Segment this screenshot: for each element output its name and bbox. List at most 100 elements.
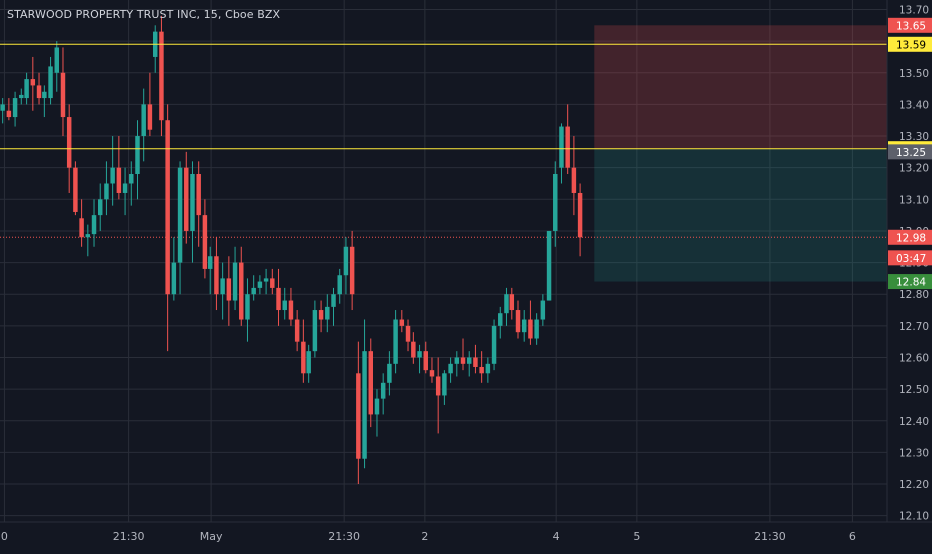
price-label-text: 12.98: [896, 232, 926, 244]
take-profit-zone: [594, 148, 887, 282]
candle-body: [577, 192, 583, 238]
candle-body: [473, 357, 478, 367]
candle: [318, 300, 324, 333]
candle-body: [362, 351, 367, 459]
candle: [36, 72, 42, 105]
candle-body: [73, 167, 78, 212]
candle-body: [66, 117, 72, 168]
candle-body: [42, 91, 47, 99]
candle-body: [368, 351, 374, 415]
candle: [60, 47, 66, 137]
price-label-bg: [888, 229, 932, 245]
position-zones: [0, 25, 887, 282]
price-tick-label: 12.50: [899, 384, 929, 396]
candle: [104, 161, 109, 216]
candle: [448, 357, 453, 383]
candle-body: [48, 66, 53, 99]
price-label: 13.59: [888, 36, 932, 52]
candle-body: [435, 376, 441, 396]
candle-body: [405, 325, 411, 342]
candle: [288, 287, 294, 326]
candle-body: [546, 230, 552, 301]
price-label: 03:47: [888, 250, 932, 266]
time-axis[interactable]: 0 21:30 May 21:30 2 4 5 21:30 6: [1, 530, 856, 543]
chart-title: STARWOOD PROPERTY TRUST INC, 15, Cboe BZ…: [7, 8, 281, 21]
candles: [0, 15, 583, 485]
price-tick-label: 12.60: [899, 352, 929, 364]
candle: [159, 15, 164, 137]
price-tick-label: 12.70: [899, 321, 929, 333]
candle-body: [207, 256, 213, 269]
candle: [498, 306, 503, 339]
price-label-bg: [888, 144, 932, 160]
candle: [509, 287, 515, 320]
candle: [442, 370, 447, 405]
candle: [417, 344, 422, 374]
candle: [559, 123, 564, 184]
time-tick-label: 2: [421, 530, 428, 543]
price-label: 13.65: [888, 17, 932, 33]
candle-body: [521, 319, 527, 333]
candle: [24, 72, 29, 105]
horizontal-lines[interactable]: [0, 43, 887, 150]
candle: [553, 161, 558, 247]
candle: [473, 344, 478, 374]
candle: [12, 91, 18, 127]
time-tick-label: 21:30: [754, 530, 786, 543]
candle-body: [393, 319, 398, 364]
candle-body: [12, 98, 18, 118]
candle: [276, 268, 281, 326]
time-tick-label: 5: [633, 530, 640, 543]
candle: [435, 357, 441, 434]
candle: [190, 161, 195, 263]
price-label-bg: [888, 17, 932, 33]
candle-body: [325, 306, 330, 320]
candle-body: [288, 300, 294, 320]
price-label: 12.98: [888, 229, 932, 245]
candle-body: [0, 104, 5, 111]
candle-body: [429, 370, 435, 377]
candle: [454, 351, 460, 377]
candle-body: [190, 174, 195, 231]
candle-body: [301, 341, 306, 374]
candle: [393, 310, 398, 374]
candle-body: [356, 373, 361, 459]
price-label-text: 03:47: [896, 253, 926, 265]
candle: [270, 268, 275, 295]
candle-body: [220, 278, 225, 295]
candle-body: [251, 287, 256, 295]
candle-body: [448, 363, 453, 374]
price-tick-label: 12.20: [899, 479, 929, 491]
candle: [6, 98, 12, 121]
candle-body: [485, 363, 491, 374]
candle-body: [504, 294, 509, 314]
time-tick-label: 21:30: [328, 530, 360, 543]
candle: [423, 341, 428, 374]
price-tick-label: 13.30: [899, 131, 929, 143]
candle: [214, 237, 219, 311]
candle: [337, 268, 342, 304]
price-label-text: 13.65: [896, 20, 926, 32]
candle: [251, 275, 256, 301]
candle-body: [282, 300, 287, 311]
candle-body: [147, 104, 153, 130]
candle: [0, 98, 5, 124]
candle-body: [498, 313, 503, 326]
candle: [380, 373, 386, 415]
candle-body: [54, 47, 60, 73]
candle-body: [36, 85, 42, 99]
candle-body: [534, 319, 539, 339]
candle: [147, 72, 153, 137]
candle: [239, 246, 244, 326]
candle: [245, 278, 250, 342]
price-tick-label: 13.50: [899, 68, 929, 80]
candle: [528, 300, 533, 345]
price-label-text: 13.59: [896, 39, 926, 51]
time-tick-label: May: [200, 530, 223, 543]
candle: [263, 268, 269, 295]
candle: [577, 183, 583, 257]
candle-body: [214, 256, 219, 295]
